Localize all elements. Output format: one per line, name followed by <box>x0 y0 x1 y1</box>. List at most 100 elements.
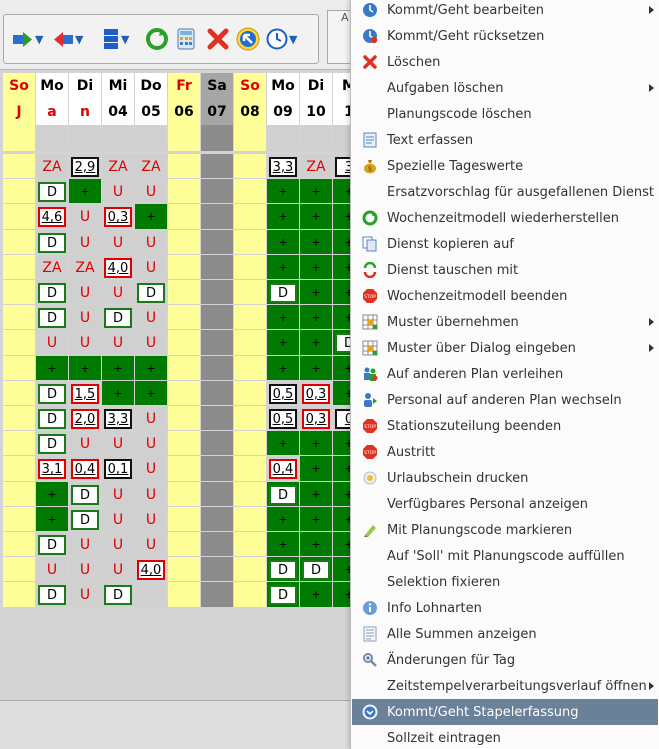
schedule-cell[interactable] <box>201 506 233 531</box>
schedule-cell[interactable]: U <box>135 330 167 355</box>
schedule-cell[interactable] <box>201 229 233 254</box>
schedule-cell[interactable]: + <box>300 305 332 330</box>
schedule-cell[interactable]: U <box>102 532 134 557</box>
schedule-cell[interactable]: 0,3 <box>300 380 332 405</box>
schedule-cell[interactable] <box>3 431 35 456</box>
schedule-cell[interactable]: + <box>36 481 68 506</box>
schedule-cell[interactable]: U <box>69 229 101 254</box>
schedule-cell[interactable]: U <box>102 506 134 531</box>
schedule-cell[interactable]: U <box>135 305 167 330</box>
schedule-cell[interactable] <box>168 582 200 607</box>
menu-item[interactable]: STOP Stationszuteilung beenden <box>352 413 658 439</box>
schedule-cell[interactable]: + <box>300 280 332 305</box>
schedule-cell[interactable] <box>201 280 233 305</box>
schedule-cell[interactable]: + <box>300 204 332 229</box>
schedule-cell[interactable] <box>3 532 35 557</box>
schedule-cell[interactable]: 2,9 <box>69 154 101 179</box>
schedule-cell[interactable]: + <box>36 355 68 380</box>
schedule-cell[interactable]: U <box>135 481 167 506</box>
schedule-cell[interactable]: ZA <box>135 154 167 179</box>
schedule-cell[interactable]: U <box>135 456 167 481</box>
schedule-cell[interactable] <box>168 481 200 506</box>
schedule-cell[interactable] <box>234 280 266 305</box>
schedule-cell[interactable]: U <box>36 557 68 582</box>
schedule-cell[interactable]: + <box>300 355 332 380</box>
menu-item[interactable]: Info Lohnarten <box>352 595 658 621</box>
schedule-cell[interactable]: 3,1 <box>36 456 68 481</box>
schedule-cell[interactable]: + <box>102 355 134 380</box>
schedule-cell[interactable]: + <box>300 229 332 254</box>
delete-button[interactable] <box>207 26 229 52</box>
schedule-cell[interactable]: D <box>36 431 68 456</box>
schedule-cell[interactable] <box>168 154 200 179</box>
menu-item[interactable]: Dienst tauschen mit <box>352 257 658 283</box>
schedule-cell[interactable]: 2,0 <box>69 406 101 431</box>
schedule-cell[interactable]: U <box>102 179 134 204</box>
schedule-cell[interactable]: + <box>267 254 299 279</box>
schedule-cell[interactable]: + <box>69 355 101 380</box>
schedule-cell[interactable]: D <box>36 179 68 204</box>
schedule-cell[interactable]: + <box>36 506 68 531</box>
schedule-cell[interactable] <box>168 305 200 330</box>
schedule-cell[interactable] <box>3 154 35 179</box>
menu-item[interactable]: Auf anderen Plan verleihen <box>352 361 658 387</box>
schedule-cell[interactable]: U <box>102 557 134 582</box>
schedule-cell[interactable]: U <box>135 532 167 557</box>
schedule-cell[interactable] <box>201 330 233 355</box>
schedule-cell[interactable] <box>168 254 200 279</box>
refresh-button[interactable] <box>146 26 168 52</box>
schedule-cell[interactable]: 4,0 <box>102 254 134 279</box>
schedule-cell[interactable]: 3,3 <box>102 406 134 431</box>
schedule-cell[interactable]: D <box>36 582 68 607</box>
schedule-cell[interactable]: 0,5 <box>267 380 299 405</box>
schedule-cell[interactable] <box>201 582 233 607</box>
schedule-cell[interactable] <box>201 532 233 557</box>
schedule-cell[interactable] <box>201 456 233 481</box>
schedule-cell[interactable] <box>3 481 35 506</box>
schedule-cell[interactable] <box>201 431 233 456</box>
schedule-cell[interactable]: + <box>267 179 299 204</box>
schedule-cell[interactable]: U <box>102 431 134 456</box>
schedule-cell[interactable] <box>168 406 200 431</box>
schedule-cell[interactable] <box>3 305 35 330</box>
schedule-cell[interactable] <box>201 355 233 380</box>
schedule-cell[interactable]: 0,1 <box>102 456 134 481</box>
menu-item[interactable]: Löschen <box>352 49 658 75</box>
schedule-cell[interactable]: D <box>102 582 134 607</box>
schedule-cell[interactable]: U <box>69 330 101 355</box>
schedule-cell[interactable] <box>168 229 200 254</box>
schedule-cell[interactable]: U <box>69 431 101 456</box>
menu-item[interactable]: STOP Wochenzeitmodell beenden <box>352 283 658 309</box>
schedule-cell[interactable]: D <box>36 532 68 557</box>
schedule-cell[interactable] <box>201 406 233 431</box>
schedule-cell[interactable]: U <box>102 229 134 254</box>
menu-item[interactable]: Wochenzeitmodell wiederherstellen <box>352 205 658 231</box>
menu-item[interactable]: Aufgaben löschen <box>352 75 658 101</box>
schedule-cell[interactable] <box>201 305 233 330</box>
schedule-cell[interactable] <box>234 380 266 405</box>
schedule-cell[interactable]: U <box>69 204 101 229</box>
schedule-cell[interactable]: + <box>267 204 299 229</box>
menu-item[interactable]: Selektion fixieren <box>352 569 658 595</box>
layout-button[interactable]: ▼ <box>102 26 129 52</box>
schedule-cell[interactable]: + <box>135 204 167 229</box>
schedule-cell[interactable]: D <box>267 557 299 582</box>
schedule-cell[interactable] <box>3 254 35 279</box>
schedule-cell[interactable] <box>201 154 233 179</box>
schedule-cell[interactable] <box>201 254 233 279</box>
schedule-cell[interactable]: ZA <box>69 254 101 279</box>
schedule-cell[interactable]: + <box>300 582 332 607</box>
schedule-cell[interactable]: U <box>36 330 68 355</box>
menu-item[interactable]: $ Spezielle Tageswerte <box>352 153 658 179</box>
schedule-cell[interactable] <box>3 380 35 405</box>
schedule-cell[interactable]: + <box>300 532 332 557</box>
schedule-cell[interactable]: U <box>135 431 167 456</box>
schedule-cell[interactable]: D <box>36 380 68 405</box>
schedule-cell[interactable] <box>234 179 266 204</box>
schedule-cell[interactable]: + <box>135 380 167 405</box>
schedule-cell[interactable]: U <box>102 280 134 305</box>
schedule-cell[interactable] <box>168 355 200 380</box>
schedule-cell[interactable]: + <box>267 506 299 531</box>
menu-item[interactable]: Ersatzvorschlag für ausgefallenen Dienst <box>352 179 658 205</box>
schedule-cell[interactable]: D <box>69 481 101 506</box>
